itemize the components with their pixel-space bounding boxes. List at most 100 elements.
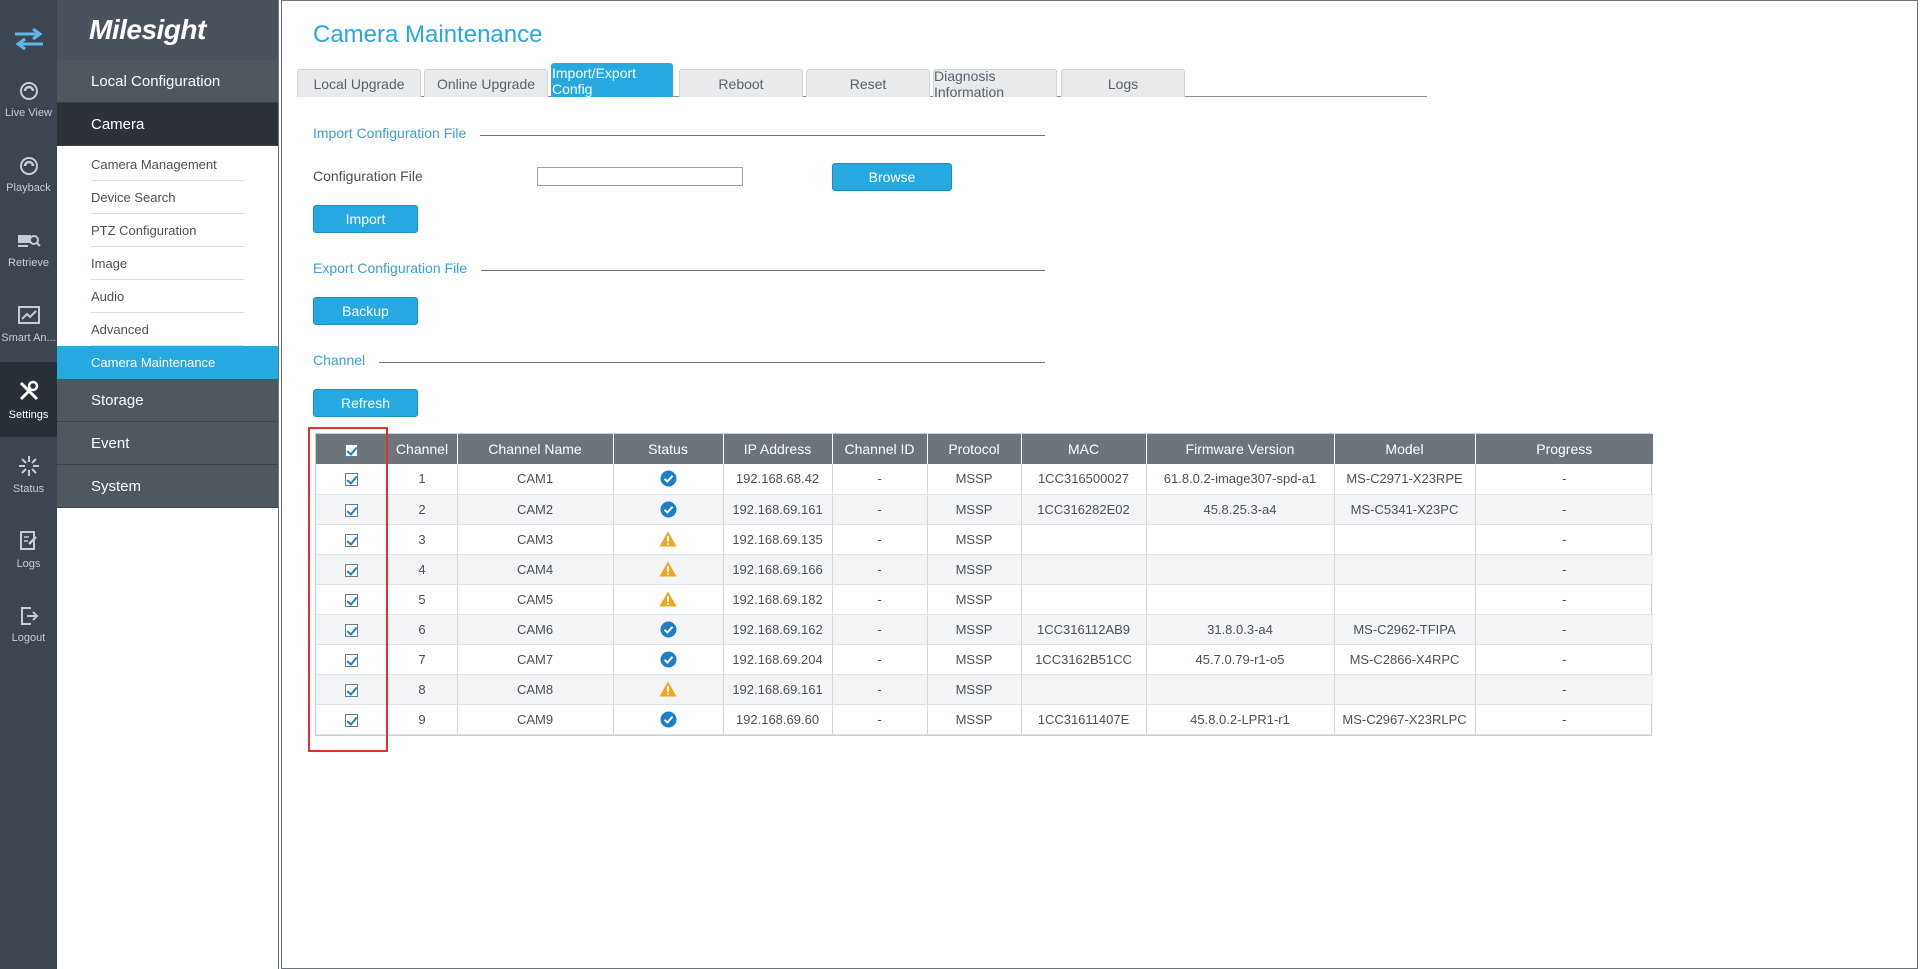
submenu-item-advanced[interactable]: Advanced: [91, 313, 244, 346]
cell-mac: 1CC316112AB9: [1021, 614, 1147, 645]
switch-icon[interactable]: [0, 14, 57, 64]
row-checkbox[interactable]: [344, 533, 358, 547]
column-header: MAC: [1021, 434, 1147, 464]
cell-firmware: 45.8.25.3-a4: [1146, 494, 1335, 525]
column-header: Progress: [1475, 434, 1653, 464]
tab-diagnosis-information[interactable]: Diagnosis Information: [933, 68, 1057, 100]
status-cell: [613, 614, 724, 645]
rail-item-label: Logs: [16, 557, 41, 570]
rail-item-smart-analysis[interactable]: Smart An...: [0, 287, 57, 362]
cell-ip: 192.168.69.162: [723, 614, 833, 645]
channel-section-header: Channel: [313, 352, 1073, 372]
cell-protocol: MSSP: [927, 584, 1022, 615]
cell-ip: 192.168.69.161: [723, 494, 833, 525]
cell-channel-id: -: [832, 644, 928, 675]
rail-item-live-view[interactable]: Live View: [0, 62, 57, 137]
rail-item-settings[interactable]: Settings: [0, 362, 57, 437]
table-row[interactable]: 5 CAM5 192.168.69.182- MSSP -: [316, 584, 1653, 615]
tab-logs[interactable]: Logs: [1061, 69, 1185, 97]
row-select-cell[interactable]: [316, 524, 388, 555]
rail-item-playback[interactable]: Playback: [0, 137, 57, 212]
menu-event[interactable]: Event: [57, 422, 278, 465]
import-button[interactable]: Import: [313, 205, 418, 233]
rail-item-retrieve[interactable]: Retrieve: [0, 212, 57, 287]
row-checkbox[interactable]: [344, 653, 358, 667]
menu-system[interactable]: System: [57, 465, 278, 508]
submenu-item-device-search[interactable]: Device Search: [91, 181, 244, 214]
configuration-file-input[interactable]: [537, 167, 743, 186]
submenu-item-ptz-configuration[interactable]: PTZ Configuration: [91, 214, 244, 247]
tab-reset[interactable]: Reset: [806, 69, 930, 97]
row-checkbox[interactable]: [344, 713, 358, 727]
row-checkbox[interactable]: [344, 683, 358, 697]
row-select-cell[interactable]: [316, 584, 388, 615]
row-select-cell[interactable]: [316, 494, 388, 525]
table-row[interactable]: 9 CAM9 192.168.69.60- MSSP 1CC31611407E 45.8.…: [316, 704, 1653, 735]
retrieve-icon: [17, 231, 41, 251]
cell-name: CAM9: [457, 704, 614, 735]
menu-camera[interactable]: Camera: [57, 103, 278, 146]
cell-channel: 1: [387, 464, 458, 495]
row-select-cell[interactable]: [316, 704, 388, 735]
tab-online-upgrade[interactable]: Online Upgrade: [424, 69, 548, 97]
row-checkbox[interactable]: [344, 623, 358, 637]
row-select-cell[interactable]: [316, 674, 388, 705]
row-select-cell[interactable]: [316, 464, 388, 495]
rail-item-label: Retrieve: [8, 256, 49, 269]
table-row[interactable]: 8 CAM8 192.168.69.161- MSSP -: [316, 674, 1653, 705]
cell-name: CAM2: [457, 494, 614, 525]
rail-item-logout[interactable]: Logout: [0, 587, 57, 662]
table-row[interactable]: 6 CAM6 192.168.69.162- MSSP 1CC316112AB9 31.8…: [316, 614, 1653, 645]
menu-storage[interactable]: Storage: [57, 379, 278, 422]
table-row[interactable]: 4 CAM4 192.168.69.166- MSSP -: [316, 554, 1653, 585]
column-header: Protocol: [927, 434, 1022, 464]
submenu-item-audio[interactable]: Audio: [91, 280, 244, 313]
rail-item-logs[interactable]: Logs: [0, 512, 57, 587]
row-select-cell[interactable]: [316, 554, 388, 585]
table-row[interactable]: 1 CAM1 192.168.68.42- MSSP 1CC316500027 61.8.…: [316, 464, 1653, 495]
menu-local-configuration[interactable]: Local Configuration: [57, 60, 278, 103]
import-section-header: Import Configuration File: [313, 125, 1073, 145]
browse-button[interactable]: Browse: [832, 163, 952, 191]
status-cell: [613, 674, 724, 705]
tab-import-export-config[interactable]: Import/Export Config: [551, 63, 673, 97]
cell-channel-id: -: [832, 614, 928, 645]
cell-ip: 192.168.69.161: [723, 674, 833, 705]
refresh-button[interactable]: Refresh: [313, 389, 418, 417]
table-row[interactable]: 7 CAM7 192.168.69.204- MSSP 1CC3162B51CC 45.7…: [316, 644, 1653, 675]
status-cell: [613, 704, 724, 735]
rail-item-label: Status: [12, 482, 45, 495]
tab-reboot[interactable]: Reboot: [679, 69, 803, 97]
select-all-checkbox[interactable]: [344, 443, 358, 457]
status-cell: [613, 524, 724, 555]
cell-model: MS-C2866-X4RPC: [1334, 644, 1476, 675]
cell-channel: 2: [387, 494, 458, 525]
backup-button[interactable]: Backup: [313, 297, 418, 325]
cell-name: CAM7: [457, 644, 614, 675]
tab-local-upgrade[interactable]: Local Upgrade: [297, 69, 421, 97]
cell-channel-id: -: [832, 464, 928, 495]
settings-icon: [17, 379, 41, 403]
table-row[interactable]: 2 CAM2 192.168.69.161- MSSP 1CC316282E02 45.8…: [316, 494, 1653, 525]
column-header: Channel: [387, 434, 458, 464]
channel-section-title: Channel: [313, 352, 380, 368]
row-checkbox[interactable]: [344, 503, 358, 517]
status-cell: [613, 494, 724, 525]
submenu-item-camera-management[interactable]: Camera Management: [91, 148, 244, 181]
submenu-item-camera-maintenance[interactable]: Camera Maintenance: [57, 346, 278, 379]
cell-model: MS-C2971-X23RPE: [1334, 464, 1476, 495]
submenu-item-image[interactable]: Image: [91, 247, 244, 280]
column-header: Firmware Version: [1146, 434, 1335, 464]
select-all-header[interactable]: [316, 434, 388, 464]
channel-table: Channel Channel Name Status IP Address Chann…: [315, 433, 1653, 736]
row-checkbox[interactable]: [344, 473, 358, 487]
row-select-cell[interactable]: [316, 614, 388, 645]
row-select-cell[interactable]: [316, 644, 388, 675]
cell-name: CAM3: [457, 524, 614, 555]
rail-item-status[interactable]: Status: [0, 437, 57, 512]
row-checkbox[interactable]: [344, 593, 358, 607]
cell-firmware: 45.8.0.2-LPR1-r1: [1146, 704, 1335, 735]
row-checkbox[interactable]: [344, 563, 358, 577]
cell-model: MS-C5341-X23PC: [1334, 494, 1476, 525]
table-row[interactable]: 3 CAM3 192.168.69.135- MSSP -: [316, 524, 1653, 555]
